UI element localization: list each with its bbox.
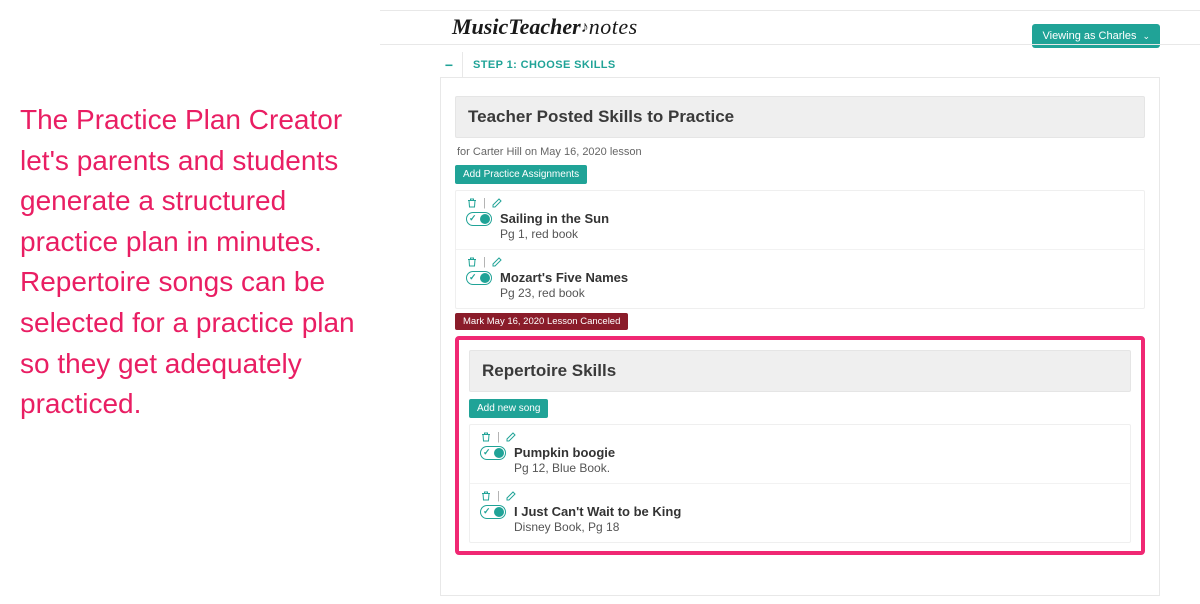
skill-item: | ✓ I Just Can't Wait to be King Disney …	[470, 484, 1130, 542]
skill-item: | ✓ Mozart's Five Names Pg 23, red book	[456, 250, 1144, 308]
brand-bold: MusicTeacher	[452, 14, 581, 39]
icon-divider: |	[497, 431, 500, 443]
skill-toggle[interactable]: ✓	[466, 271, 492, 285]
skill-detail: Pg 12, Blue Book.	[514, 461, 1120, 475]
step-header[interactable]: − STEP 1: CHOOSE SKILLS	[440, 52, 1160, 78]
repertoire-highlight: Repertoire Skills Add new song |	[455, 336, 1145, 555]
posted-heading: Teacher Posted Skills to Practice	[468, 107, 1132, 127]
skill-title: Sailing in the Sun	[500, 211, 609, 226]
skill-title: I Just Can't Wait to be King	[514, 504, 681, 519]
edit-icon[interactable]	[491, 256, 503, 268]
trash-icon[interactable]	[466, 197, 478, 209]
marketing-copy: The Practice Plan Creator let's parents …	[20, 100, 380, 425]
edit-icon[interactable]	[505, 431, 517, 443]
chevron-down-icon: ⌄	[1142, 31, 1150, 42]
mark-lesson-canceled-button[interactable]: Mark May 16, 2020 Lesson Canceled	[455, 313, 628, 330]
brand-logo: MusicTeacher♪notes	[452, 14, 638, 40]
add-new-song-button[interactable]: Add new song	[469, 399, 548, 418]
repertoire-skill-list: | ✓ Pumpkin boogie Pg 12, Blue Book.	[469, 424, 1131, 543]
edit-icon[interactable]	[491, 197, 503, 209]
trash-icon[interactable]	[480, 490, 492, 502]
step-panel: Teacher Posted Skills to Practice for Ca…	[440, 78, 1160, 596]
icon-divider: |	[483, 256, 486, 268]
top-divider	[380, 10, 1200, 11]
posted-skill-list: | ✓ Sailing in the Sun Pg 1, red book	[455, 190, 1145, 309]
step-label: STEP 1: CHOOSE SKILLS	[473, 59, 616, 71]
add-practice-assignments-button[interactable]: Add Practice Assignments	[455, 165, 587, 184]
brand-notes: notes	[589, 14, 638, 39]
posted-subtitle: for Carter Hill on May 16, 2020 lesson	[457, 146, 1145, 158]
repertoire-heading: Repertoire Skills	[482, 361, 1118, 381]
viewing-as-label: Viewing as Charles	[1042, 30, 1136, 42]
step-sep	[462, 52, 463, 78]
repertoire-header-bar: Repertoire Skills	[469, 350, 1131, 392]
icon-divider: |	[483, 197, 486, 209]
skill-item: | ✓ Sailing in the Sun Pg 1, red book	[456, 191, 1144, 250]
edit-icon[interactable]	[505, 490, 517, 502]
trash-icon[interactable]	[466, 256, 478, 268]
skill-title: Pumpkin boogie	[514, 445, 615, 460]
icon-divider: |	[497, 490, 500, 502]
skill-detail: Disney Book, Pg 18	[514, 520, 1120, 534]
skill-toggle[interactable]: ✓	[480, 446, 506, 460]
skill-detail: Pg 1, red book	[500, 227, 1134, 241]
app-screenshot: MusicTeacher♪notes Viewing as Charles ⌄ …	[380, 0, 1200, 604]
skill-toggle[interactable]: ✓	[466, 212, 492, 226]
trash-icon[interactable]	[480, 431, 492, 443]
posted-header-bar: Teacher Posted Skills to Practice	[455, 96, 1145, 138]
skill-title: Mozart's Five Names	[500, 270, 628, 285]
collapse-icon[interactable]: −	[440, 57, 458, 73]
music-note-icon: ♪	[581, 19, 589, 37]
skill-item: | ✓ Pumpkin boogie Pg 12, Blue Book.	[470, 425, 1130, 484]
brand-underline	[380, 44, 1200, 45]
skill-toggle[interactable]: ✓	[480, 505, 506, 519]
skill-detail: Pg 23, red book	[500, 286, 1134, 300]
